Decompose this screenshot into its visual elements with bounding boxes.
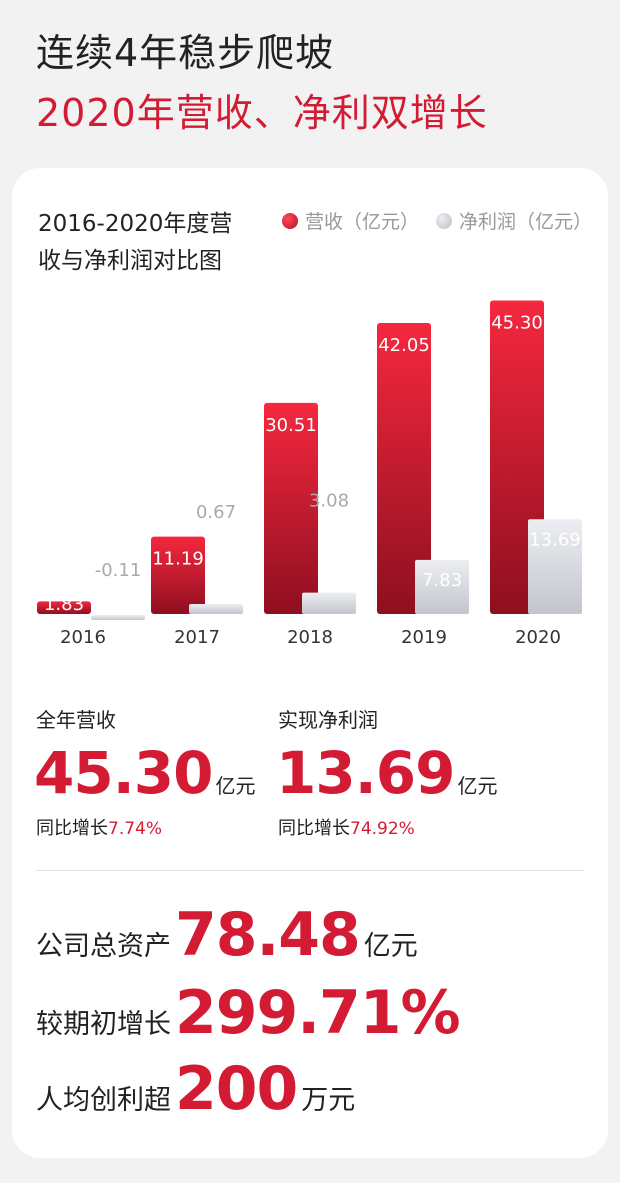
stat-per-capita-value: 200	[175, 1054, 298, 1124]
revenue-data-label: 11.19	[152, 549, 204, 570]
net-profit-value: 13.69	[276, 739, 455, 807]
revenue-data-label: 30.51	[265, 415, 317, 436]
legend-net-profit-label: 净利润（亿元）	[459, 211, 593, 233]
revenue-value-block: 45.30 亿元	[34, 736, 255, 823]
revenue-data-label: 42.05	[378, 335, 430, 356]
net-profit-data-label: 7.83	[422, 570, 462, 591]
revenue-yoy: 同比增长7.74%	[36, 814, 162, 840]
stat-growth-label: 较期初增长	[36, 1009, 171, 1040]
stat-per-capita-label: 人均创利超	[36, 1085, 171, 1116]
page-title: 连续4年稳步爬坡	[36, 31, 335, 75]
revenue-data-label: 45.30	[491, 313, 543, 334]
x-tick-label: 2020	[515, 627, 561, 648]
revenue-data-label: 1.83	[44, 594, 84, 615]
revenue-label: 全年营收	[36, 708, 116, 732]
net-profit-label: 实现净利润	[278, 708, 378, 732]
net-profit-bar-2020	[528, 519, 582, 614]
legend-revenue: 营收（亿元）	[282, 207, 419, 234]
net-profit-yoy-value: 74.92%	[350, 819, 415, 839]
net-profit-data-label: 3.08	[309, 491, 349, 512]
revenue-yoy-label: 同比增长	[36, 818, 108, 839]
x-tick-label: 2016	[60, 627, 106, 648]
legend-revenue-dot-icon	[282, 212, 298, 229]
stat-growth-value: 299.71%	[175, 978, 461, 1048]
net-profit-unit: 亿元	[457, 774, 498, 798]
net-profit-yoy: 同比增长74.92%	[278, 814, 415, 840]
net-profit-bar-2019	[415, 559, 469, 614]
chart-title: 2016-2020年度营收与净利润对比图	[38, 211, 233, 274]
revenue-value: 45.30	[34, 739, 213, 807]
net-profit-data-label: 13.69	[529, 529, 581, 550]
stat-total-assets-value: 78.48	[175, 900, 361, 970]
revenue-unit: 亿元	[215, 774, 256, 798]
stat-total-assets-label: 公司总资产	[36, 931, 171, 962]
net-profit-data-label: -0.11	[95, 560, 142, 581]
net-profit-bar-2018	[302, 592, 356, 614]
stat-per-capita: 人均创利超 200 万元	[36, 1054, 355, 1124]
page-subtitle: 2020年营收、净利双增长	[36, 91, 488, 135]
legend-net-profit-dot-icon	[436, 212, 452, 229]
stat-per-capita-unit: 万元	[301, 1085, 356, 1116]
legend-net-profit: 净利润（亿元）	[436, 207, 592, 234]
x-tick-label: 2018	[287, 627, 333, 648]
net-profit-bar-2016	[91, 615, 145, 620]
stat-total-assets-unit: 亿元	[363, 931, 418, 962]
legend-revenue-label: 营收（亿元）	[305, 211, 420, 233]
revenue-bar-2019	[377, 323, 431, 614]
net-profit-data-label: 0.67	[196, 502, 236, 523]
stat-total-assets: 公司总资产 78.48 亿元	[36, 900, 418, 970]
section-divider	[36, 870, 584, 871]
net-profit-yoy-label: 同比增长	[278, 818, 350, 839]
net-profit-value-block: 13.69 亿元	[276, 736, 497, 823]
net-profit-bar-2017	[189, 604, 243, 614]
revenue-bar-2017	[151, 536, 205, 614]
revenue-bar-2018	[264, 402, 318, 614]
x-tick-label: 2017	[174, 627, 220, 648]
revenue-yoy-value: 7.74%	[108, 819, 163, 839]
revenue-bar-2016	[37, 601, 91, 614]
bar-chart: 1.83 -0.11 2016 11.19 0.67 2017 30.51 3.08 2018 4…	[37, 300, 582, 648]
stat-growth: 较期初增长 299.71%	[36, 978, 464, 1048]
x-tick-label: 2019	[401, 627, 447, 648]
